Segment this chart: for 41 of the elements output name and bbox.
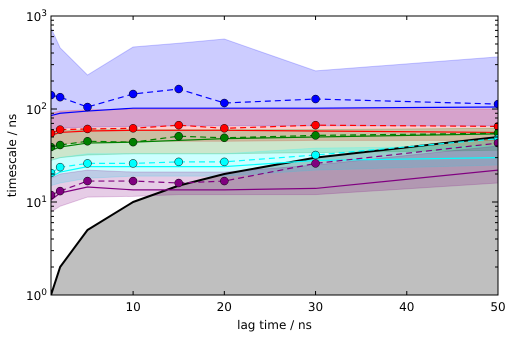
point bbox=[220, 124, 229, 133]
y-axis-title: timescale / ns bbox=[5, 114, 19, 198]
point bbox=[56, 125, 64, 134]
x-tick-label: 50 bbox=[490, 300, 506, 314]
point bbox=[56, 162, 64, 172]
point bbox=[128, 176, 138, 186]
point bbox=[56, 186, 64, 196]
x-tick-label: 40 bbox=[399, 300, 414, 314]
point bbox=[83, 159, 92, 168]
point bbox=[220, 158, 229, 166]
point bbox=[128, 159, 138, 168]
point bbox=[311, 94, 320, 104]
point bbox=[311, 150, 320, 160]
point bbox=[56, 92, 64, 102]
x-tick-label: 30 bbox=[308, 300, 324, 314]
y-tick-label: 10$^{2}$ bbox=[26, 102, 47, 117]
point bbox=[56, 140, 64, 150]
x-tick-label: 10 bbox=[125, 300, 141, 314]
point bbox=[220, 98, 229, 108]
point bbox=[128, 124, 138, 133]
point bbox=[220, 134, 229, 142]
point bbox=[174, 132, 183, 140]
point bbox=[311, 131, 320, 140]
point bbox=[83, 124, 92, 134]
point bbox=[83, 102, 92, 112]
x-tick-label: 20 bbox=[216, 300, 232, 314]
point bbox=[128, 138, 138, 146]
y-tick-label: 10$^{3}$ bbox=[26, 9, 47, 24]
y-tick-label: 10$^{0}$ bbox=[26, 288, 48, 303]
point bbox=[174, 158, 183, 166]
point bbox=[311, 159, 320, 168]
point bbox=[311, 120, 320, 130]
y-tick-label: 10$^{1}$ bbox=[26, 195, 47, 210]
point bbox=[220, 176, 229, 186]
point bbox=[83, 176, 92, 186]
x-axis-title: lag time / ns bbox=[237, 318, 312, 332]
point bbox=[174, 178, 183, 188]
point bbox=[128, 90, 138, 98]
point bbox=[83, 137, 92, 146]
point bbox=[174, 84, 183, 94]
point bbox=[174, 120, 183, 130]
